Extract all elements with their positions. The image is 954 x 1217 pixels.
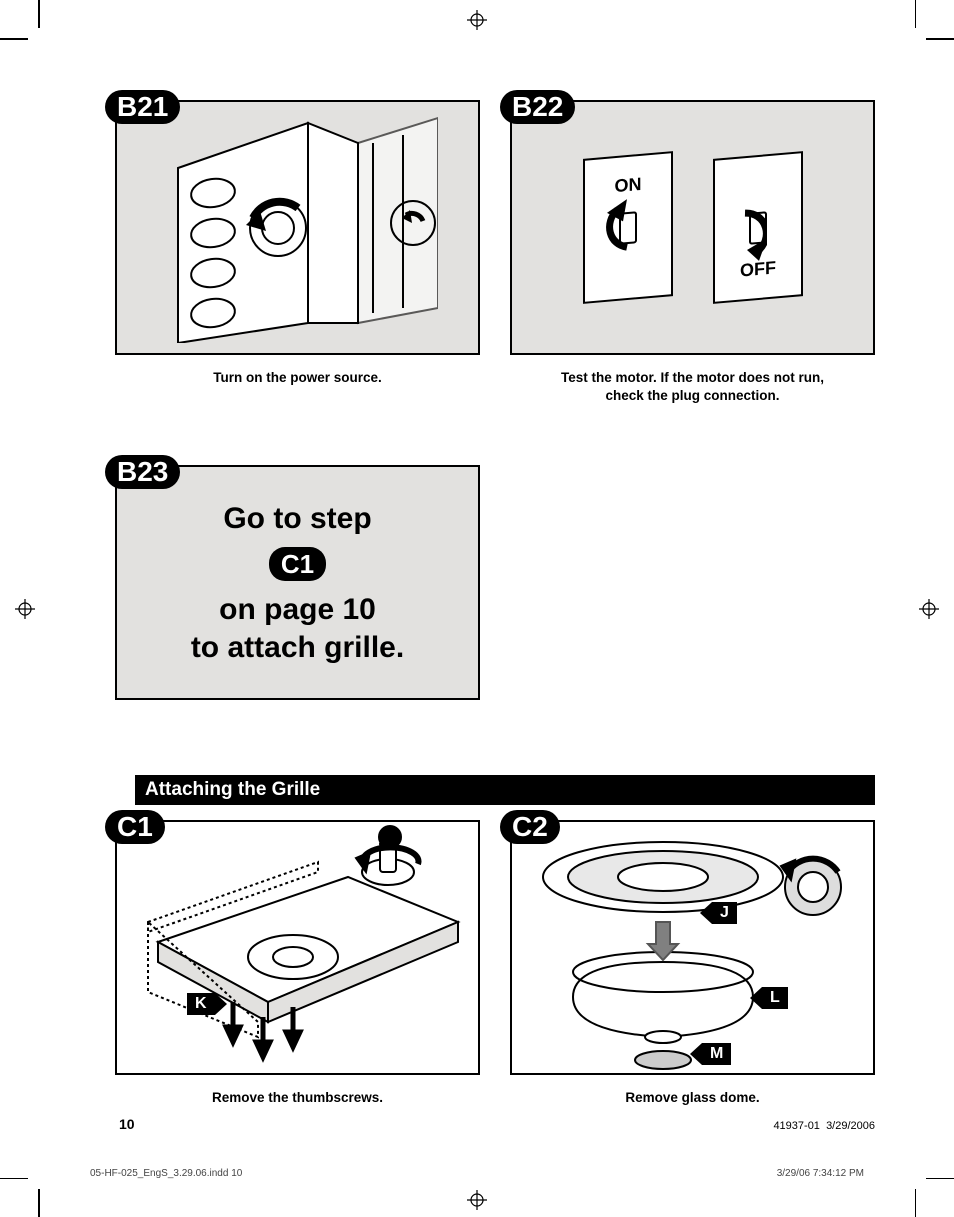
document-id: 41937-01 3/29/2006 xyxy=(773,1120,875,1132)
switch-off-illustration: OFF xyxy=(703,145,813,310)
step-c1: C1 xyxy=(115,820,480,1107)
registration-mark-icon xyxy=(467,10,487,30)
part-label-j: J xyxy=(712,902,737,924)
crop-mark xyxy=(915,0,917,28)
page-number: 10 xyxy=(119,1116,135,1132)
thumbscrew-illustration xyxy=(118,822,478,1072)
step-b22: B22 ON xyxy=(510,100,875,405)
step-c2: C2 xyxy=(510,820,875,1107)
slug-filename: 05-HF-025_EngS_3.29.06.indd 10 xyxy=(90,1168,242,1179)
switch-on-illustration: ON xyxy=(573,145,683,310)
crop-mark xyxy=(0,1178,28,1180)
step-badge: B21 xyxy=(105,90,180,124)
step-badge: B23 xyxy=(105,455,180,489)
goto-line3: to attach grille. xyxy=(117,629,478,667)
breaker-panel-illustration xyxy=(158,113,438,343)
crop-mark xyxy=(926,38,954,40)
arrow-up-icon xyxy=(597,196,637,254)
figure-c2: C2 xyxy=(510,820,875,1075)
step-b23: B23 Go to step C1 on page 10 to attach g… xyxy=(115,465,480,700)
page-footer: 10 41937-01 3/29/2006 xyxy=(115,1116,879,1132)
step-row-b: B21 xyxy=(115,100,879,405)
step-b21: B21 xyxy=(115,100,480,405)
part-label-l: L xyxy=(762,987,788,1009)
glass-dome-illustration xyxy=(513,822,873,1072)
step-badge: C1 xyxy=(105,810,165,844)
figure-c1: C1 xyxy=(115,820,480,1075)
print-slug: 05-HF-025_EngS_3.29.06.indd 10 3/29/06 7… xyxy=(90,1168,864,1179)
crop-mark xyxy=(0,38,28,40)
section-header: Attaching the Grille xyxy=(135,775,875,805)
registration-mark-icon xyxy=(919,599,939,619)
figure-b23: B23 Go to step C1 on page 10 to attach g… xyxy=(115,465,480,700)
caption-b22: Test the motor. If the motor does not ru… xyxy=(510,369,875,405)
content-area: B21 xyxy=(115,100,879,1132)
goto-instruction: Go to step C1 on page 10 to attach grill… xyxy=(117,500,478,667)
figure-b22: B22 ON xyxy=(510,100,875,355)
part-label-m: M xyxy=(702,1043,731,1065)
figure-b21: B21 xyxy=(115,100,480,355)
crop-mark xyxy=(38,1189,40,1217)
goto-line2: on page 10 xyxy=(117,591,478,629)
step-badge: C2 xyxy=(500,810,560,844)
step-row-c: C1 xyxy=(115,820,879,1107)
part-label-k: K xyxy=(187,993,215,1015)
crop-mark xyxy=(38,0,40,28)
slug-timestamp: 3/29/06 7:34:12 PM xyxy=(777,1168,864,1179)
switch-label-on: ON xyxy=(614,174,641,197)
goto-ref-badge: C1 xyxy=(269,547,326,581)
step-row-b23: B23 Go to step C1 on page 10 to attach g… xyxy=(115,465,879,700)
arrow-down-icon xyxy=(727,206,767,264)
step-badge: B22 xyxy=(500,90,575,124)
goto-line1: Go to step xyxy=(117,500,478,538)
caption-c2: Remove glass dome. xyxy=(510,1089,875,1107)
caption-c1: Remove the thumbscrews. xyxy=(115,1089,480,1107)
crop-mark xyxy=(926,1178,954,1180)
registration-mark-icon xyxy=(467,1190,487,1210)
crop-mark xyxy=(915,1189,917,1217)
registration-mark-icon xyxy=(15,599,35,619)
caption-b21: Turn on the power source. xyxy=(115,369,480,387)
page-container: B21 xyxy=(40,40,914,1177)
